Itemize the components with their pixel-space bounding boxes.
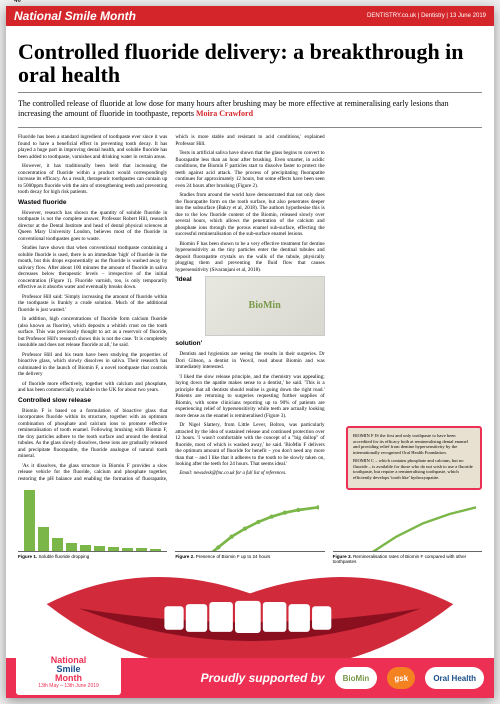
fig3-caption: Figure 3. Remineralisation rates of Biom… [333,554,482,564]
email-note: Email: newsdesk@fmc.co.uk for a full lis… [175,471,324,477]
body-para: In addition, high concentrations of fluo… [18,316,167,349]
masthead-bar: 40 National Smile Month DENTISTRY.co.uk … [6,6,494,26]
body-para: Tests in artificial saliva have shown th… [175,150,324,189]
section-title: National Smile Month [14,9,136,23]
page-number: 40 [14,0,21,4]
body-para: Biomin F is based on a formulation of bi… [18,408,167,460]
fig1-caption: Figure 1. Soluble fluoride dropping [18,554,167,559]
sponsor-bar: National Smile Month 13th May – 13th Jun… [6,658,494,698]
fig1-chart [18,490,167,552]
event-badge: National Smile Month 13th May – 13th Jun… [16,649,121,695]
newspaper-page: 40 National Smile Month DENTISTRY.co.uk … [6,6,494,698]
body-para: of fluoride more effectively, together w… [18,381,167,394]
body-para: Studies from around the world have demon… [175,192,324,238]
body-para: Fluoride has been a standard ingredient … [18,134,167,160]
rule [18,92,482,93]
body-para: However, research has shown the quantity… [18,210,167,243]
figure-3: Figure 3. Remineralisation rates of Biom… [333,490,482,564]
body-para: Dentists and hygienists are seeing the r… [175,351,324,371]
body-para: Professor Hill and his team have been st… [18,352,167,378]
sidebar-para: BIOMIN F IS the first and only toothpast… [353,433,475,455]
article-content: Controlled fluoride delivery: a breakthr… [6,26,494,484]
rule [18,127,482,128]
logo-oralhealth: Oral Health [425,667,484,689]
headline: Controlled fluoride delivery: a breakthr… [18,40,482,86]
standfirst: The controlled release of fluoride at lo… [18,99,482,119]
product-photo: BioMin [205,276,325,336]
sidebar-callout: BIOMIN F IS the first and only toothpast… [346,426,482,490]
body-para: Professor Hill said: 'Simply increasing … [18,294,167,314]
body-para: Dr Nigel Slattery, from Little Lever, Bo… [175,422,324,468]
fig2-chart [175,490,324,552]
figure-row: Figure 1. Soluble fluoride dropping Figu… [18,490,482,564]
author-name: Moira Crawford [196,109,253,118]
event-dates: 13th May – 13th June 2019 [38,683,99,689]
fig3-chart [333,490,482,552]
sidebar-para: BIOMIN C – which contains phosphate and … [353,458,475,480]
body-para: Studies have shown that when conventiona… [18,245,167,291]
subhead: Wasted fluoride [18,199,167,207]
body-para: 'I liked the slow release principle, and… [175,374,324,420]
subhead: Controlled slow release [18,397,167,405]
footer: National Smile Month 13th May – 13th Jun… [6,578,494,698]
sponsor-tagline: Proudly supported by [201,671,325,685]
masthead-right: DENTISTRY.co.uk | Dentistry | 13 June 20… [367,13,486,19]
fig2-caption: Figure 2. Presence of Biomin F up to 24 … [175,554,324,559]
logo-gsk: gsk [387,667,415,689]
body-para: However, it has traditionally been held … [18,163,167,196]
logo-biomin: BioMin [335,667,378,689]
body-para: Biomin F has been shown to be a very eff… [175,241,324,274]
figure-1: Figure 1. Soluble fluoride dropping [18,490,167,564]
figure-2: Figure 2. Presence of Biomin F up to 24 … [175,490,324,564]
